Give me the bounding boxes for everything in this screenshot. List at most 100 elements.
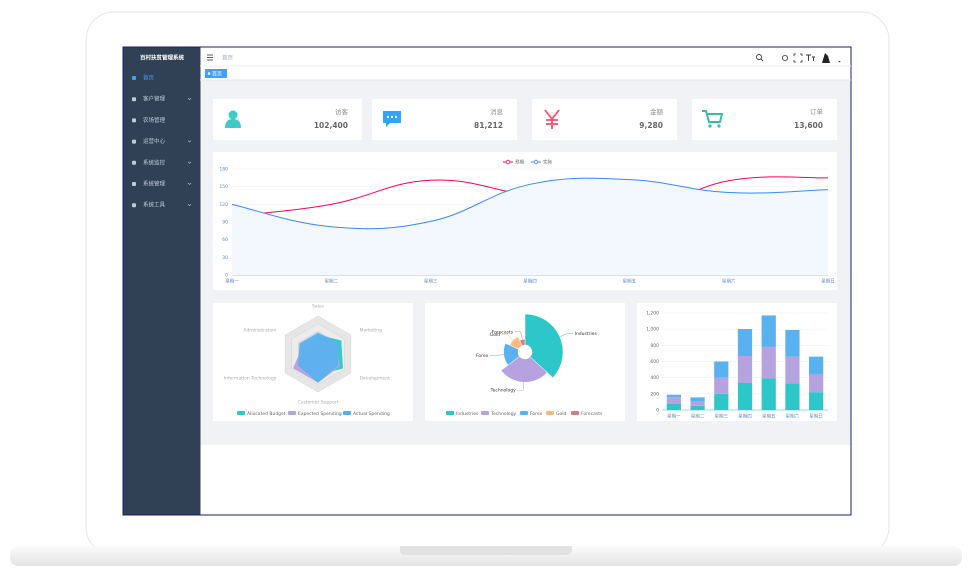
bar	[737, 356, 753, 384]
bar	[714, 393, 729, 410]
bar	[785, 383, 800, 410]
icon-visitor	[225, 119, 241, 128]
legend-swatch	[520, 411, 528, 415]
y-tick-label: 1,000	[646, 327, 659, 333]
bar	[737, 383, 753, 410]
label-line	[501, 334, 514, 341]
legend-label[interactable]: Expected Spending	[298, 411, 342, 417]
avatar-caret[interactable]	[838, 61, 841, 63]
legend-label[interactable]: Gold	[556, 411, 566, 417]
label-line	[489, 354, 504, 356]
card-value: 102,400	[314, 121, 348, 130]
help-icon[interactable]	[782, 55, 789, 62]
bar	[809, 374, 824, 393]
menu-item[interactable]: 首页	[143, 74, 155, 82]
pie-label: Industries	[575, 331, 598, 337]
fullscreen-icon[interactable]	[793, 53, 803, 63]
card-label: 订单	[810, 107, 824, 116]
menu-icon[interactable]	[132, 182, 136, 186]
x-tick-label: 星期一	[667, 414, 681, 420]
menu-icon[interactable]	[132, 97, 136, 102]
icon-message-dot	[386, 115, 390, 119]
pie-label: Technology	[490, 388, 517, 394]
card-value: 9,280	[639, 121, 663, 130]
line	[231, 177, 829, 230]
bar	[809, 356, 824, 375]
tag[interactable]	[205, 69, 227, 78]
pie-label: Gold	[490, 332, 500, 338]
rose-sector	[503, 342, 520, 366]
y-tick-label: 30	[222, 255, 228, 261]
tag-dot	[207, 72, 211, 75]
menu-arrow	[187, 97, 192, 101]
legend-label[interactable]: Industries	[456, 411, 479, 417]
radar-indicator: Marketing	[360, 328, 383, 334]
x-tick-label: 星期三	[424, 279, 438, 285]
x-tick-label: 星期日	[809, 414, 823, 420]
legend-marker	[505, 159, 511, 165]
y-tick-label: 150	[219, 184, 228, 190]
card-value: 13,600	[794, 121, 823, 130]
y-tick-label: 400	[650, 375, 659, 381]
radar-indicator: Administration	[243, 328, 276, 334]
y-tick-label: 60	[222, 237, 228, 243]
bar	[690, 405, 705, 410]
search-icon[interactable]	[756, 54, 764, 62]
menu-icon[interactable]	[132, 76, 136, 80]
sidebar	[123, 47, 201, 515]
stat-card[interactable]	[213, 99, 362, 140]
legend-label[interactable]: Allocated Budget	[247, 411, 286, 417]
breadcrumb[interactable]: 首页	[222, 54, 234, 62]
menu-icon[interactable]	[132, 139, 136, 144]
card-label: 访客	[335, 107, 349, 116]
bar	[666, 394, 681, 398]
icon-cart-wheel	[717, 124, 721, 128]
menu-item[interactable]: 系统工具	[143, 201, 166, 209]
menu-item[interactable]: 系统监控	[143, 158, 166, 166]
legend-swatch	[446, 411, 454, 415]
menu-icon[interactable]	[132, 203, 136, 208]
icon-cart	[702, 110, 724, 123]
legend-swatch	[237, 411, 245, 415]
icon-message-dot	[390, 115, 394, 119]
y-tick-label: 200	[650, 391, 659, 397]
menu-item[interactable]: 农场管理	[143, 116, 166, 124]
tag-label[interactable]: 首页	[212, 70, 222, 77]
avatar[interactable]	[822, 53, 830, 63]
rose-sector	[519, 339, 526, 346]
menu-icon[interactable]	[132, 118, 136, 123]
label-line	[559, 333, 574, 337]
menu-item[interactable]: 运营中心	[143, 137, 166, 145]
bar	[785, 356, 800, 384]
legend-label[interactable]: Technology	[490, 411, 517, 417]
bar	[690, 397, 705, 402]
bar	[666, 403, 681, 410]
bar	[785, 329, 800, 357]
menu-arrow	[187, 203, 192, 207]
menu-icon[interactable]	[132, 160, 136, 165]
radar-indicator: Customer Support	[297, 400, 338, 406]
bar	[690, 401, 705, 406]
radar-indicator: Information Technology	[224, 376, 277, 382]
icon-visitor	[228, 110, 238, 120]
x-tick-label: 星期一	[225, 279, 239, 285]
hamburger[interactable]	[207, 54, 213, 61]
x-tick-label: 星期四	[523, 279, 537, 285]
legend-label[interactable]: Forex	[530, 411, 543, 417]
legend-label[interactable]: Forecasts	[581, 411, 603, 417]
menu-item[interactable]: 系统管理	[143, 180, 166, 188]
stat-card[interactable]	[692, 99, 837, 140]
y-tick-label: 0	[656, 408, 659, 414]
legend-label[interactable]: Actual Spending	[353, 411, 390, 417]
bar	[761, 346, 776, 379]
radar-indicator: Development	[360, 376, 391, 382]
x-tick-label: 星期六	[722, 278, 736, 285]
menu-item[interactable]: 客户管理	[143, 95, 166, 103]
legend-label[interactable]: 实际	[543, 159, 552, 166]
size-icon[interactable]	[806, 54, 815, 61]
icon-cart-wheel	[708, 124, 712, 128]
menu-arrow	[187, 140, 192, 143]
x-tick-label: 星期四	[738, 414, 752, 420]
legend-label[interactable]: 预期	[515, 159, 524, 166]
